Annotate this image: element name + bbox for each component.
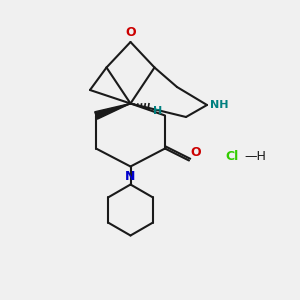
Text: N: N — [125, 170, 136, 183]
Text: O: O — [190, 146, 201, 159]
Text: NH: NH — [210, 100, 229, 110]
Text: O: O — [125, 26, 136, 39]
Text: —H: —H — [244, 149, 266, 163]
Text: H: H — [153, 106, 162, 116]
Polygon shape — [95, 103, 130, 119]
Text: Cl: Cl — [225, 149, 238, 163]
